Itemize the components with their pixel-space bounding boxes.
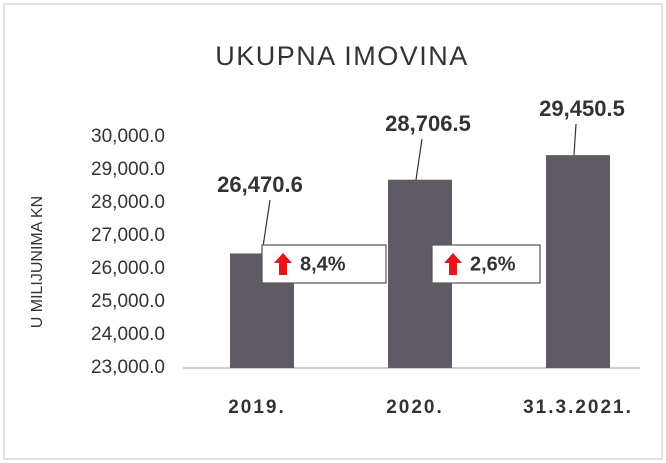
y-tick-label: 29,000.0 (91, 159, 165, 180)
leader-line (415, 138, 423, 180)
x-tick-label: 2020. (386, 397, 444, 418)
bar (546, 155, 610, 368)
up-arrow (444, 253, 462, 275)
y-axis-label: U MILIJUNIMA KN (29, 196, 46, 328)
annotation: 2,6% (470, 253, 516, 275)
y-tick-label: 27,000.0 (91, 225, 165, 246)
y-tick-label: 28,000.0 (91, 192, 165, 213)
data-label: 28,706.5 (385, 111, 471, 136)
data-label: 29,450.5 (539, 96, 625, 121)
y-tick-label: 23,000.0 (91, 357, 165, 378)
chart-title: UKUPNA IMOVINA (215, 41, 469, 71)
x-tick-label: 31.3.2021. (523, 397, 633, 418)
y-tick-label: 30,000.0 (91, 126, 165, 147)
y-tick-label: 25,000.0 (91, 291, 165, 312)
leader-line (573, 123, 577, 156)
x-tick-label: 2019. (228, 397, 286, 418)
data-label: 26,470.6 (217, 172, 303, 197)
y-tick-label: 26,000.0 (91, 258, 165, 279)
y-tick-label: 24,000.0 (91, 324, 165, 345)
up-arrow (274, 253, 292, 275)
annotation: 8,4% (300, 253, 346, 275)
